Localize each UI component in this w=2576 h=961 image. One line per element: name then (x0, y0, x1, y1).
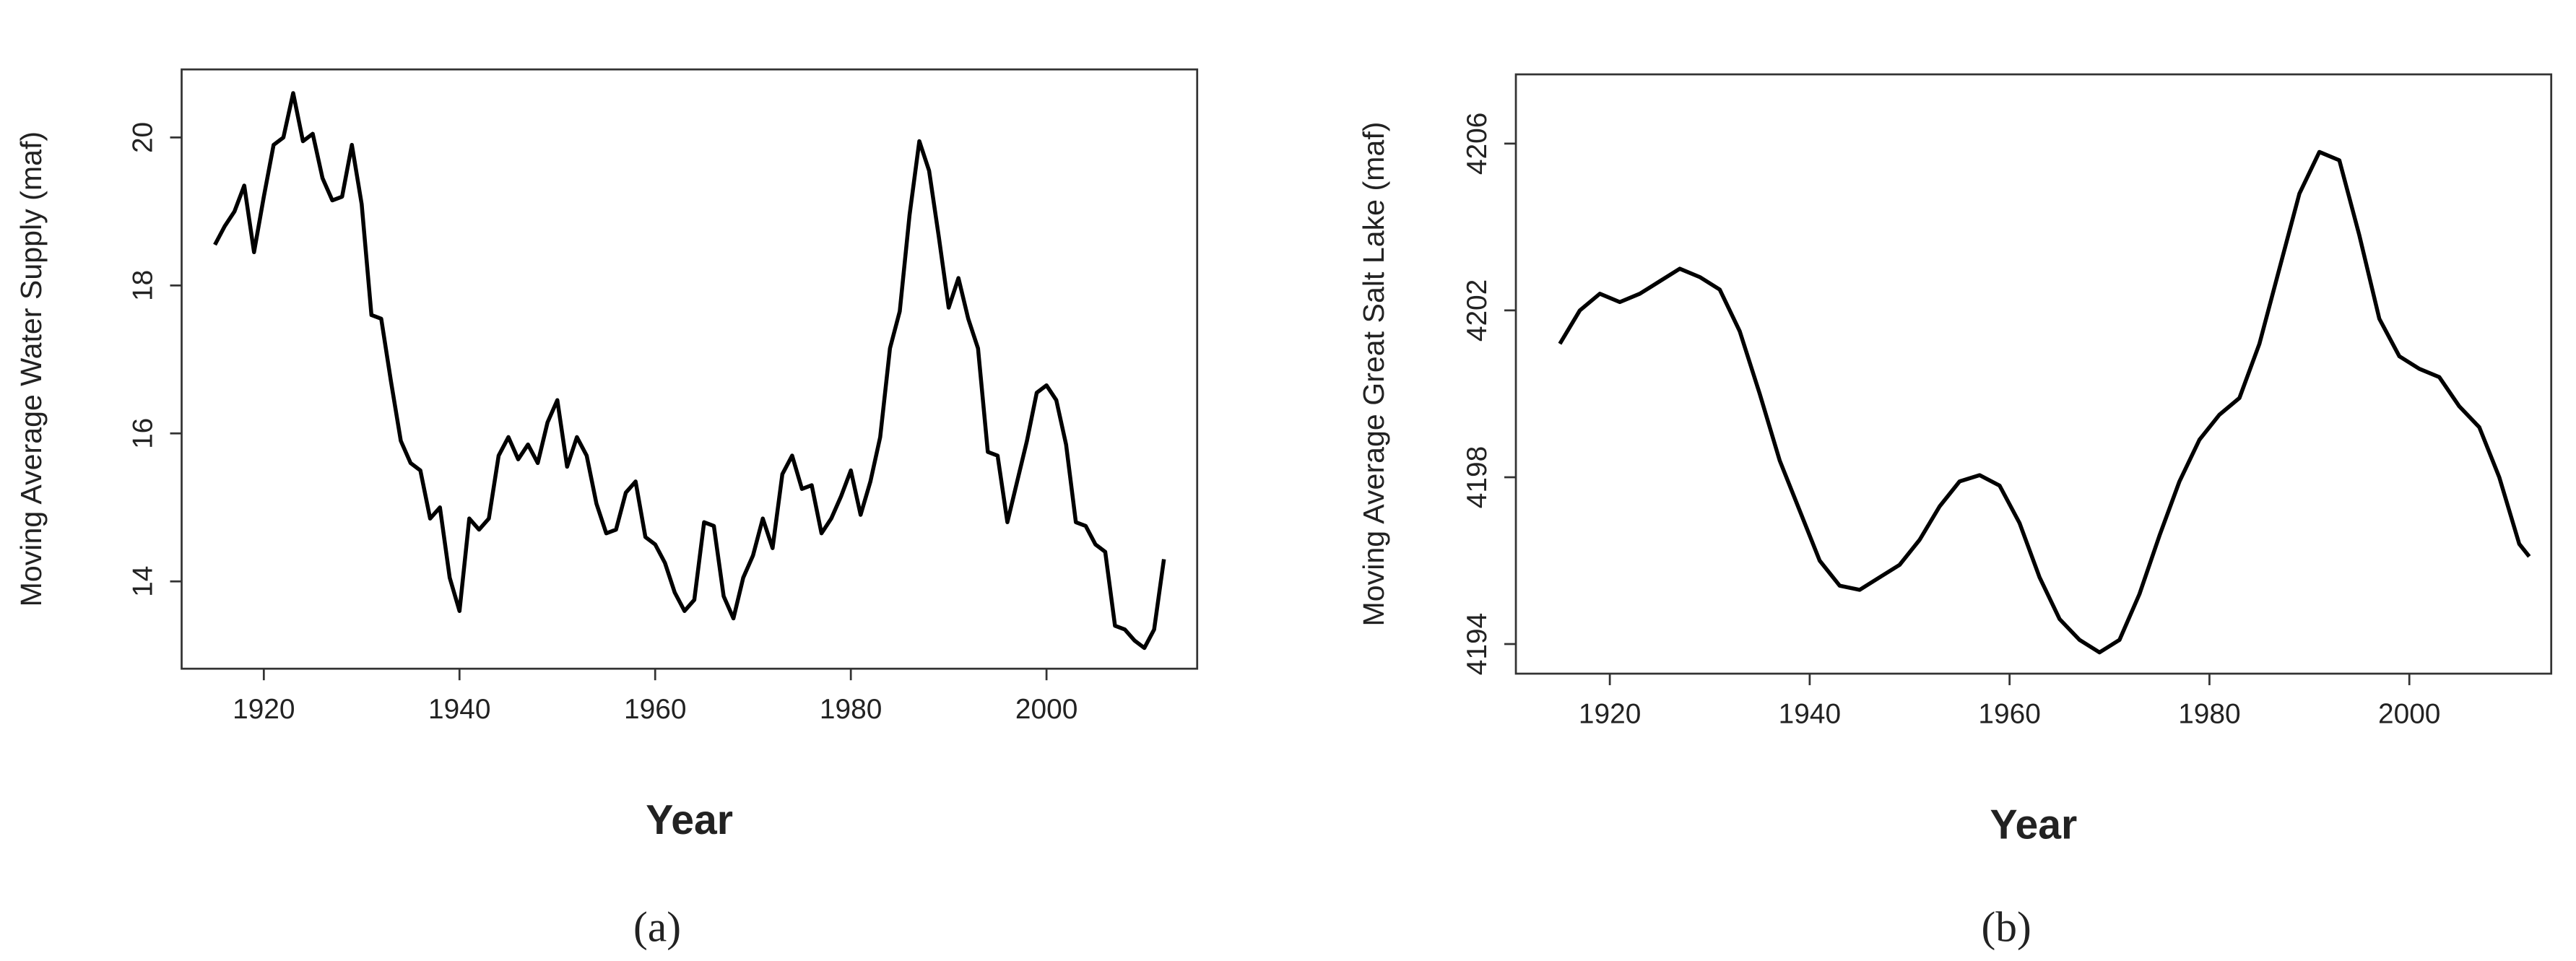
x-tick-label: 1940 (1779, 699, 1841, 730)
panel-label: (b) (1981, 903, 2031, 950)
x-tick-label: 1960 (624, 694, 686, 725)
y-tick-label: 14 (127, 566, 158, 597)
y-axis-title: Moving Average Great Salt Lake (maf) (1357, 122, 1390, 627)
y-axis-title: Moving Average Water Supply (maf) (14, 131, 48, 607)
x-tick-label: 1920 (233, 694, 295, 725)
y-tick-label: 16 (127, 418, 158, 449)
y-tick-label: 4198 (1462, 446, 1493, 508)
y-tick-label: 4202 (1462, 279, 1493, 342)
x-tick-label: 2000 (2378, 699, 2440, 730)
x-tick-label: 2000 (1015, 694, 1077, 725)
panel-label: (a) (633, 903, 681, 950)
x-tick-label: 1960 (1978, 699, 2040, 730)
x-tick-label: 1980 (2178, 699, 2240, 730)
data-line (1558, 149, 2531, 655)
x-tick-label: 1940 (428, 694, 490, 725)
y-tick-label: 4206 (1462, 113, 1493, 175)
y-tick-label: 4194 (1462, 613, 1493, 675)
y-tick-label: 20 (127, 122, 158, 153)
data-line (213, 91, 1166, 651)
x-axis-title: Year (1990, 802, 2077, 848)
plot-frame (1514, 73, 2553, 675)
x-tick-label: 1980 (820, 694, 882, 725)
plot-frame (181, 68, 1199, 670)
y-tick-label: 18 (127, 270, 158, 301)
x-axis-title: Year (646, 797, 733, 843)
x-tick-label: 1920 (1579, 699, 1641, 730)
